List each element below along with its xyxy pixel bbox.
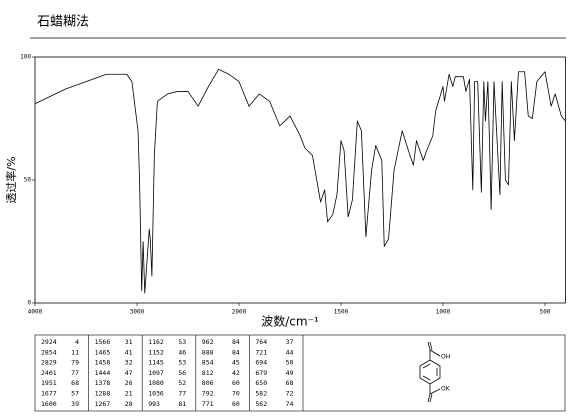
x-tick-label: 3000	[130, 309, 145, 316]
x-tick-label: 500	[540, 309, 551, 316]
peak-transmittance: 42	[232, 369, 240, 377]
peak-wavenumber: 2401	[41, 369, 57, 377]
peak-transmittance: 77	[71, 369, 79, 377]
peak-transmittance: 70	[232, 390, 240, 398]
peak-wavenumber: 806	[202, 379, 214, 387]
peak-transmittance: 81	[178, 400, 186, 408]
peak-transmittance: 45	[232, 359, 240, 367]
peak-wavenumber: 1566	[95, 338, 111, 346]
peak-transmittance: 57	[71, 390, 79, 398]
x-axis-label: 波数/cm⁻¹	[261, 314, 319, 329]
peak-transmittance: 60	[232, 400, 240, 408]
structure-label: OH	[441, 354, 450, 361]
peak-wavenumber: 1951	[41, 379, 57, 387]
peak-wavenumber: 721	[255, 348, 267, 356]
table-frame	[34, 334, 566, 412]
plot-frame	[34, 56, 566, 304]
peak-transmittance: 68	[286, 379, 294, 387]
x-tick-label: 4000	[28, 309, 43, 316]
peak-wavenumber: 1097	[148, 369, 164, 377]
peak-transmittance: 39	[71, 400, 79, 408]
peak-wavenumber: 1145	[148, 359, 164, 367]
peak-wavenumber: 650	[255, 379, 267, 387]
peak-wavenumber: 1288	[95, 390, 111, 398]
peak-wavenumber: 679	[255, 369, 267, 377]
peak-transmittance: 44	[286, 348, 294, 356]
peak-wavenumber: 1152	[148, 348, 164, 356]
peak-wavenumber: 1162	[148, 338, 164, 346]
x-tick-label: 2000	[232, 309, 247, 316]
peak-wavenumber: 582	[255, 390, 267, 398]
peak-transmittance: 52	[178, 379, 186, 387]
peak-transmittance: 4	[75, 338, 79, 346]
peak-transmittance: 79	[71, 359, 79, 367]
structure	[419, 341, 441, 403]
peak-wavenumber: 694	[255, 359, 267, 367]
peak-wavenumber: 2924	[41, 338, 57, 346]
peak-transmittance: 47	[125, 369, 133, 377]
peak-wavenumber: 764	[255, 338, 267, 346]
peak-wavenumber: 771	[202, 400, 214, 408]
peak-wavenumber: 888	[202, 348, 214, 356]
y-tick-label: 50	[24, 177, 32, 184]
peak-wavenumber: 1600	[41, 400, 57, 408]
peak-transmittance: 49	[286, 369, 294, 377]
x-tick-label: 1000	[436, 309, 451, 316]
peak-wavenumber: 1080	[148, 379, 164, 387]
peak-transmittance: 53	[178, 359, 186, 367]
peak-wavenumber: 792	[202, 390, 214, 398]
peak-wavenumber: 1378	[95, 379, 111, 387]
peak-transmittance: 68	[71, 379, 79, 387]
peak-transmittance: 74	[286, 400, 294, 408]
peak-transmittance: 53	[178, 338, 186, 346]
peak-transmittance: 50	[286, 359, 294, 367]
x-tick-label: 1500	[334, 309, 349, 316]
peak-transmittance: 31	[125, 338, 133, 346]
peak-wavenumber: 1267	[95, 400, 111, 408]
peak-wavenumber: 812	[202, 369, 214, 377]
peak-wavenumber: 2829	[41, 359, 57, 367]
spectrum-line	[34, 68, 566, 294]
peak-transmittance: 46	[178, 348, 186, 356]
peak-transmittance: 28	[125, 400, 133, 408]
peak-transmittance: 77	[178, 390, 186, 398]
title: 石蜡糊法	[37, 14, 89, 30]
peak-transmittance: 84	[232, 348, 240, 356]
y-tick-label: 0	[27, 300, 31, 307]
y-axis-label: 透过率/%	[4, 156, 18, 203]
peak-transmittance: 72	[286, 390, 294, 398]
peak-transmittance: 21	[125, 390, 133, 398]
peak-transmittance: 41	[125, 348, 133, 356]
peak-wavenumber: 993	[148, 400, 160, 408]
peak-wavenumber: 562	[255, 400, 267, 408]
peak-wavenumber: 962	[202, 338, 214, 346]
peak-wavenumber: 1465	[95, 348, 111, 356]
peak-transmittance: 26	[125, 379, 133, 387]
peak-transmittance: 56	[178, 369, 186, 377]
peak-transmittance: 11	[71, 348, 79, 356]
peak-wavenumber: 1444	[95, 369, 111, 377]
peak-transmittance: 60	[232, 379, 240, 387]
peak-wavenumber: 2854	[41, 348, 57, 356]
peak-wavenumber: 1677	[41, 390, 57, 398]
peak-wavenumber: 854	[202, 359, 214, 367]
peak-transmittance: 32	[125, 359, 133, 367]
y-tick-label: 100	[20, 54, 31, 61]
peak-wavenumber: 1036	[148, 390, 164, 398]
peak-transmittance: 84	[232, 338, 240, 346]
peak-wavenumber: 1458	[95, 359, 111, 367]
structure-label: OK	[441, 386, 451, 393]
peak-transmittance: 37	[286, 338, 294, 346]
